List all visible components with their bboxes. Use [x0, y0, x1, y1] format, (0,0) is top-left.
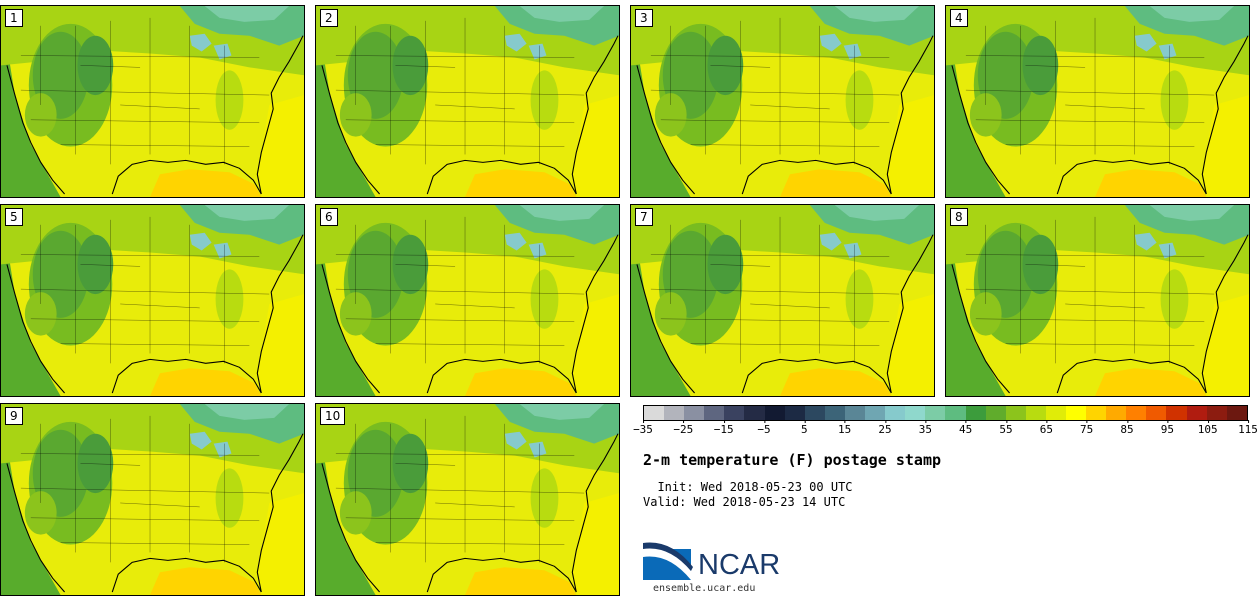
init-time: Init: Wed 2018-05-23 00 UTC [643, 480, 853, 494]
ensemble-url: ensemble.ucar.edu [653, 583, 756, 594]
temperature-map [1, 404, 304, 595]
colorbar-tick-label: 105 [1197, 420, 1218, 436]
map-panel: 9 [0, 403, 305, 596]
map-panel: 5 [0, 204, 305, 397]
map-panel: 10 [315, 403, 620, 596]
temperature-map [316, 205, 619, 396]
colorbar-tick-label: 25 [878, 420, 892, 436]
colorbar-swatch [905, 406, 926, 420]
colorbar-swatch [844, 406, 866, 420]
colorbar-tick-label: 55 [999, 420, 1013, 436]
colorbar-swatch [1025, 406, 1046, 420]
panel-number: 8 [950, 208, 968, 226]
colorbar-tick-label: 95 [1160, 420, 1174, 436]
temperature-map [1, 205, 304, 396]
colorbar-swatch [1166, 406, 1187, 420]
map-panel: 1 [0, 5, 305, 198]
colorbar-tick-label: 75 [1080, 420, 1094, 436]
colorbar-swatch [704, 406, 725, 420]
colorbar-tick-label: −35 [633, 420, 653, 436]
colorbar-tick-label: 15 [838, 420, 852, 436]
ncar-wordmark: NCAR [698, 549, 781, 581]
colorbar-swatch [1065, 406, 1087, 420]
colorbar-swatch [885, 406, 906, 420]
colorbar-swatch [764, 406, 785, 420]
temperature-map [316, 6, 619, 197]
plot-title: 2-m temperature (F) postage stamp [643, 451, 942, 469]
colorbar-swatch [744, 406, 765, 420]
panel-number: 7 [635, 208, 653, 226]
temperature-map [631, 205, 934, 396]
colorbar-swatch [1206, 406, 1227, 420]
panel-number: 2 [320, 9, 338, 27]
map-panel: 3 [630, 5, 935, 198]
colorbar-tick-labels: −35 −25 −15 −5 5 15 25 35 45 55 65 75 85 95 105 115 [633, 420, 1258, 439]
valid-time: Valid: Wed 2018-05-23 14 UTC [643, 495, 846, 509]
colorbar-swatch [925, 406, 946, 420]
colorbar-tick-label: 115 [1238, 420, 1258, 436]
colorbar-tick-label: 45 [959, 420, 973, 436]
ncar-swoosh-icon [643, 542, 693, 580]
colorbar-swatch [664, 406, 685, 420]
panel-number: 5 [5, 208, 23, 226]
colorbar-swatch [644, 406, 665, 420]
panel-number: 1 [5, 9, 23, 27]
colorbar-swatch [1186, 406, 1207, 420]
temperature-colorbar [643, 405, 1248, 421]
temperature-map [946, 205, 1249, 396]
colorbar-swatch [1106, 406, 1127, 420]
map-panel: 6 [315, 204, 620, 397]
map-panel: 4 [945, 5, 1250, 198]
temperature-map [316, 404, 619, 595]
colorbar-tick-label: 65 [1039, 420, 1053, 436]
colorbar-swatch [804, 406, 825, 420]
panel-number: 9 [5, 407, 23, 425]
colorbar-tick-label: 35 [918, 420, 932, 436]
colorbar-swatch [1146, 406, 1167, 420]
map-panel: 8 [945, 204, 1250, 397]
ncar-logo: NCAR [643, 541, 793, 583]
colorbar-tick-label: −5 [757, 420, 771, 436]
map-panel: 7 [630, 204, 935, 397]
colorbar-swatch [1086, 406, 1107, 420]
panel-number: 6 [320, 208, 338, 226]
map-panel: 2 [315, 5, 620, 198]
colorbar-swatch [1126, 406, 1147, 420]
colorbar-tick-label: −15 [713, 420, 734, 436]
colorbar-swatch [985, 406, 1006, 420]
colorbar-swatch [724, 406, 745, 420]
colorbar-swatch [965, 406, 986, 420]
colorbar-swatch [1226, 406, 1247, 420]
colorbar-swatch [824, 406, 845, 420]
temperature-map [946, 6, 1249, 197]
temperature-map [631, 6, 934, 197]
temperature-map [1, 6, 304, 197]
colorbar-tick-label: 5 [801, 420, 808, 436]
colorbar-swatch [784, 406, 805, 420]
colorbar-swatch [1005, 406, 1026, 420]
panel-number: 10 [320, 407, 346, 425]
panel-number: 4 [950, 9, 968, 27]
colorbar-tick-label: 85 [1120, 420, 1134, 436]
colorbar-tick-label: −25 [673, 420, 694, 436]
colorbar-swatch [945, 406, 966, 420]
panel-number: 3 [635, 9, 653, 27]
colorbar-swatch [684, 406, 705, 420]
colorbar-swatch [1045, 406, 1066, 420]
colorbar-swatch [865, 406, 886, 420]
